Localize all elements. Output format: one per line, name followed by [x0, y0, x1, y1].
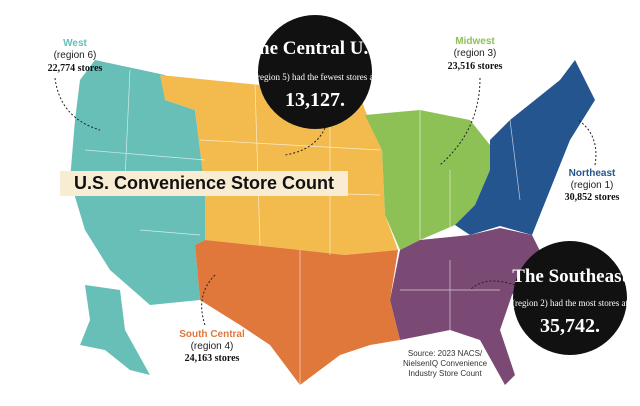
title-box [60, 171, 348, 196]
callout-circle [258, 15, 372, 129]
arrow [284, 127, 326, 156]
region-name: Northeast [569, 168, 616, 179]
region-number: (region 1) [571, 180, 614, 191]
arrow [201, 274, 216, 326]
callout-circle [513, 241, 627, 355]
callout-text: (region 2) had the most stores at [512, 298, 628, 308]
region-name: South Central [179, 329, 245, 340]
callout-heading: The Southeast [512, 266, 628, 287]
callout-count: 35,742. [540, 315, 600, 337]
region-number: (region 6) [54, 50, 97, 61]
region-midwest [365, 110, 490, 250]
region-name: West [63, 38, 87, 49]
region-name: Midwest [455, 36, 495, 47]
region-count: 24,163 stores [185, 353, 240, 364]
region-number: (region 3) [454, 48, 497, 59]
callout-count: 13,127. [285, 89, 345, 111]
arrow [577, 119, 597, 166]
arrow [469, 280, 516, 291]
region-southeast [390, 228, 542, 385]
title: U.S. Convenience Store Count [74, 173, 334, 193]
region-alaska [80, 285, 150, 375]
region-count: 30,852 stores [565, 192, 620, 203]
callout-heading: The Central U.S. [246, 38, 383, 59]
region-count: 23,516 stores [448, 61, 503, 72]
source: Source: 2023 NACS/NielsenIQ Convenience I… [403, 349, 488, 378]
region-northeast [455, 60, 595, 235]
region-number: (region 4) [191, 341, 234, 352]
region-south-central [195, 240, 400, 385]
map-regions [70, 60, 595, 385]
callout-text: (region 5) had the fewest stores at [254, 72, 376, 82]
arrow [54, 77, 101, 131]
arrow [439, 77, 481, 166]
region-count: 22,774 stores [48, 63, 103, 74]
